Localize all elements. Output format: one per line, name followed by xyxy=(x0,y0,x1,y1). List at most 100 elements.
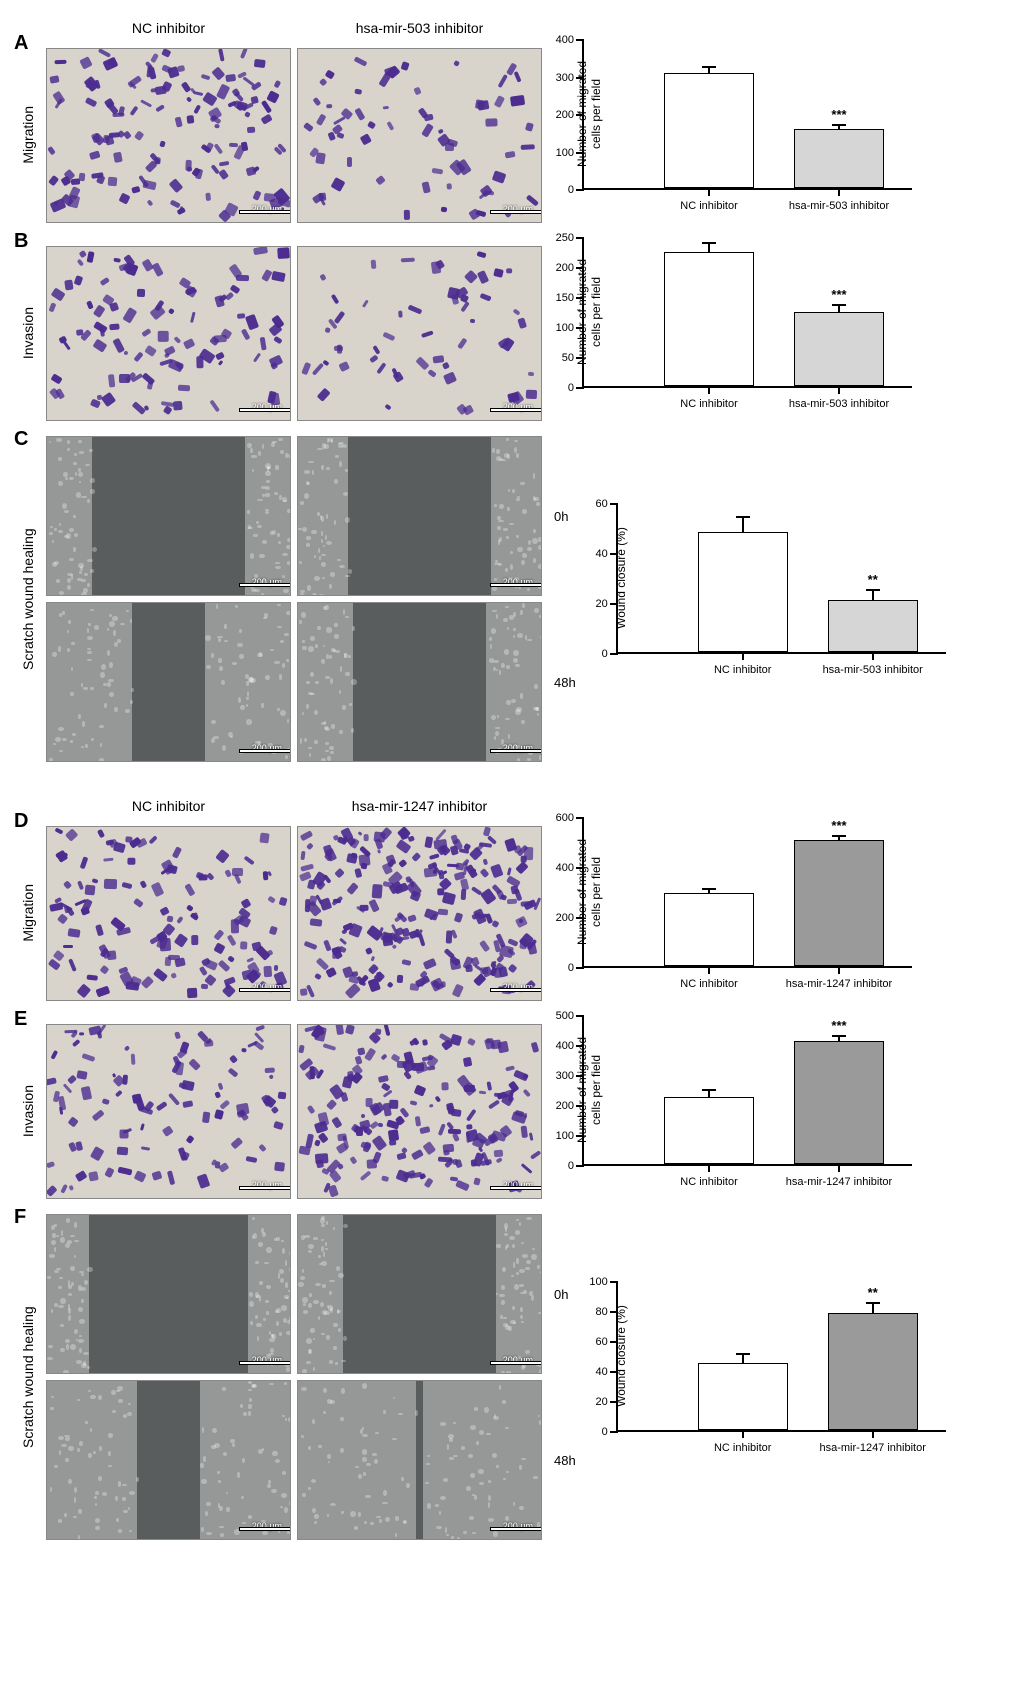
y-tick-label: 0 xyxy=(544,382,574,394)
micrograph-crystal-violet: 200 µm xyxy=(46,826,291,1001)
y-tick-label: 100 xyxy=(578,1276,608,1288)
micrograph-crystal-violet: 200 µm xyxy=(297,246,542,421)
chart-a: Number of migratedcells per field0100200… xyxy=(582,40,922,230)
scale-bar: 200 µm xyxy=(252,1521,282,1531)
significance-marker: *** xyxy=(831,287,846,302)
image-pair-a: 200 µm200 µm xyxy=(46,48,542,223)
bar xyxy=(828,600,918,653)
side-label-e: Invasion xyxy=(20,1085,42,1137)
significance-marker: *** xyxy=(831,107,846,122)
micrograph-scratch: 200 µm xyxy=(46,602,291,762)
y-axis-label: Number of migratedcells per field xyxy=(575,839,603,945)
micrograph-scratch: 200 µm xyxy=(297,1380,542,1540)
time-label: 0h xyxy=(554,1287,568,1302)
col-header-503: hsa-mir-503 inhibitor xyxy=(297,20,542,36)
panel-label-b: B xyxy=(14,230,28,253)
scale-bar: 200 µm xyxy=(252,1180,282,1190)
panel-a-row: A Migration 200 µm200 µm Number of migra… xyxy=(20,40,1000,230)
chart-b: Number of migratedcells per field0501001… xyxy=(582,238,922,428)
y-tick-label: 400 xyxy=(544,34,574,46)
significance-marker: *** xyxy=(831,818,846,833)
significance-marker: ** xyxy=(868,1285,878,1300)
y-tick-label: 0 xyxy=(544,962,574,974)
y-tick-label: 100 xyxy=(544,147,574,159)
x-axis-label: NC inhibitor xyxy=(644,1176,774,1188)
scratch-row-t0: 200 µm200 µm0h xyxy=(46,1214,576,1374)
side-label-a: Migration xyxy=(20,106,42,164)
y-tick-label: 60 xyxy=(578,1336,608,1348)
y-tick-label: 100 xyxy=(544,322,574,334)
bar xyxy=(794,1041,884,1164)
panel-label-a: A xyxy=(14,32,28,55)
bar xyxy=(828,1313,918,1430)
y-tick-label: 40 xyxy=(578,1366,608,1378)
y-tick-label: 600 xyxy=(544,812,574,824)
bar xyxy=(794,840,884,966)
x-axis-label: NC inhibitor xyxy=(678,664,808,676)
x-axis-label: NC inhibitor xyxy=(644,398,774,410)
y-tick-label: 0 xyxy=(544,1160,574,1172)
y-axis-label: Wound closure (%) xyxy=(614,1305,628,1407)
image-pair-e: 200 µm200 µm xyxy=(46,1024,542,1199)
scale-bar: 200 µm xyxy=(503,577,533,587)
y-tick-label: 200 xyxy=(544,1100,574,1112)
bar xyxy=(664,73,754,189)
y-tick-label: 150 xyxy=(544,292,574,304)
scale-bar: 200 µm xyxy=(252,402,282,412)
y-tick-label: 50 xyxy=(544,352,574,364)
micrograph-scratch: 200 µm xyxy=(297,436,542,596)
col-header-nc2: NC inhibitor xyxy=(46,798,291,814)
chart-e: Number of migratedcells per field0100200… xyxy=(582,1016,922,1206)
time-label: 48h xyxy=(554,675,576,690)
image-pair-d: 200 µm200 µm xyxy=(46,826,542,1001)
panel-f-row: F Scratch wound healing 200 µm200 µm0h20… xyxy=(20,1214,1000,1540)
bar xyxy=(664,1097,754,1165)
micrograph-crystal-violet: 200 µm xyxy=(46,1024,291,1199)
x-axis-label: hsa-mir-1247 inhibitor xyxy=(808,1442,938,1454)
scratch-block-c: 200 µm200 µm0h200 µm200 µm48h xyxy=(46,436,576,762)
side-label-c: Scratch wound healing xyxy=(20,439,42,759)
micrograph-scratch: 200 µm xyxy=(297,1214,542,1374)
scratch-row-t0: 200 µm200 µm0h xyxy=(46,436,576,596)
scale-bar: 200 µm xyxy=(503,1355,533,1365)
y-axis-label: Number of migratedcells per field xyxy=(575,259,603,365)
micrograph-crystal-violet: 200 µm xyxy=(46,48,291,223)
y-axis-label: Wound closure (%) xyxy=(614,527,628,629)
y-tick-label: 80 xyxy=(578,1306,608,1318)
image-pair-b: 200 µm 200 µm xyxy=(46,246,542,421)
y-tick-label: 400 xyxy=(544,1040,574,1052)
panel-label-e: E xyxy=(14,1008,27,1031)
scratch-row-t48: 200 µm 200 µm 48h xyxy=(46,1380,576,1540)
col-header-nc: NC inhibitor xyxy=(46,20,291,36)
y-tick-label: 20 xyxy=(578,1396,608,1408)
y-tick-label: 0 xyxy=(544,184,574,196)
x-axis-label: NC inhibitor xyxy=(644,200,774,212)
chart-c: Wound closure (%)0204060NC inhibitorhsa-… xyxy=(616,504,956,694)
y-tick-label: 0 xyxy=(578,1426,608,1438)
scale-bar: 200 µm xyxy=(252,204,282,214)
scale-bar: 200 µm xyxy=(252,743,282,753)
scratch-block-f: 200 µm 200 µm 0h 200 µm 200 µm 48h xyxy=(46,1214,576,1540)
scratch-row-t48: 200 µm200 µm48h xyxy=(46,602,576,762)
column-headers-1247: NC inhibitor hsa-mir-1247 inhibitor xyxy=(46,798,1000,814)
y-tick-label: 40 xyxy=(578,548,608,560)
y-tick-label: 200 xyxy=(544,912,574,924)
y-tick-label: 20 xyxy=(578,598,608,610)
bar xyxy=(698,1363,788,1431)
column-headers-503: NC inhibitor hsa-mir-503 inhibitor xyxy=(46,20,1000,36)
x-axis-label: hsa-mir-503 inhibitor xyxy=(808,664,938,676)
time-label: 48h xyxy=(554,1453,576,1468)
bar xyxy=(664,893,754,966)
y-tick-label: 500 xyxy=(544,1010,574,1022)
bar xyxy=(664,252,754,386)
y-tick-label: 300 xyxy=(544,72,574,84)
x-axis-label: hsa-mir-503 inhibitor xyxy=(774,398,904,410)
significance-marker: *** xyxy=(831,1018,846,1033)
micrograph-scratch: 200 µm xyxy=(46,1380,291,1540)
y-tick-label: 60 xyxy=(578,498,608,510)
bar xyxy=(794,312,884,386)
side-label-f: Scratch wound healing xyxy=(20,1217,42,1537)
bar xyxy=(794,129,884,188)
x-axis-label: NC inhibitor xyxy=(678,1442,808,1454)
panel-b-row: B Invasion 200 µm200 µm Number of migrat… xyxy=(20,238,1000,428)
